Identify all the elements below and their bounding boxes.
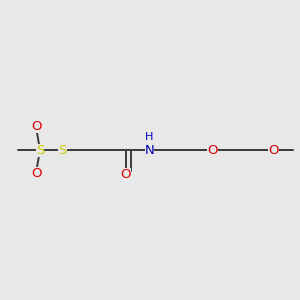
Text: S: S xyxy=(36,143,44,157)
Text: O: O xyxy=(32,167,42,180)
Text: N: N xyxy=(145,143,154,157)
Text: O: O xyxy=(120,169,131,182)
Text: S: S xyxy=(58,143,67,157)
Text: O: O xyxy=(268,143,279,157)
Text: H: H xyxy=(145,132,154,142)
Text: O: O xyxy=(207,143,218,157)
Text: O: O xyxy=(32,120,42,133)
